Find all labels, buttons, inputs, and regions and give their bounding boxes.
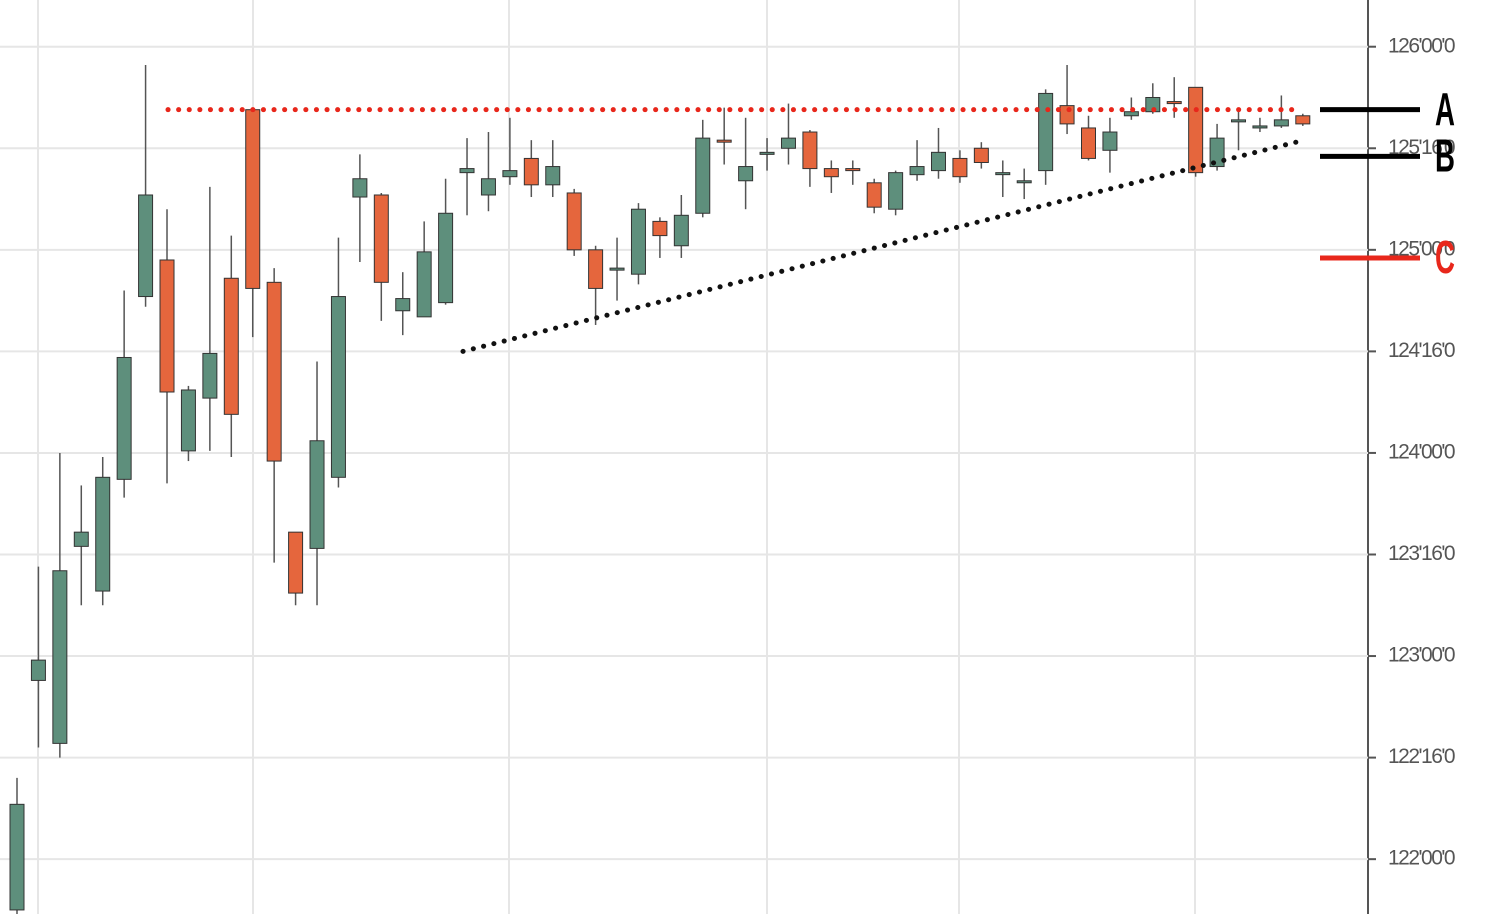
candle-body	[245, 109, 261, 289]
candle-body	[1081, 127, 1096, 159]
candle-body	[909, 166, 925, 176]
candle-body	[802, 131, 818, 170]
candle-body	[480, 178, 496, 196]
candle-body	[588, 249, 604, 289]
y-tick-label: 124'16'0	[1388, 339, 1455, 362]
candle-body	[1038, 92, 1054, 172]
candle-body	[309, 440, 325, 549]
candle-body	[888, 172, 904, 210]
candle-body	[673, 214, 689, 247]
y-tick-label: 123'00'0	[1388, 644, 1455, 667]
y-tick-label: 124'00'0	[1388, 440, 1455, 463]
candle-body	[930, 151, 946, 172]
y-tick-label: 125'16'0	[1388, 136, 1455, 159]
y-tick-label: 126'00'0	[1388, 34, 1455, 57]
candle-body	[545, 166, 561, 186]
candle-body	[866, 182, 882, 208]
candle-body	[9, 803, 25, 911]
y-tick-label: 125'00'0	[1388, 237, 1455, 260]
vertical-grid	[37, 0, 1196, 914]
candle-body	[1102, 131, 1118, 151]
candle-body	[459, 168, 475, 174]
candle-body	[159, 259, 175, 393]
candle-body	[652, 220, 668, 237]
candle-body	[952, 157, 968, 178]
candle-body	[95, 476, 111, 592]
candle-body	[138, 194, 154, 298]
candle-body	[780, 137, 796, 149]
candle-body	[1295, 115, 1311, 125]
candle-body	[52, 570, 68, 744]
candle-body	[523, 157, 539, 186]
candle-body	[416, 251, 432, 318]
trendline	[460, 139, 1299, 354]
candle-body	[1273, 119, 1289, 127]
candle-body	[288, 531, 304, 594]
candle-body	[266, 281, 282, 462]
candle-body	[1231, 119, 1247, 123]
level-label: A	[1435, 85, 1455, 136]
candle-body	[1188, 86, 1204, 174]
candle-body	[438, 212, 454, 304]
candle-body	[1209, 137, 1225, 168]
candle-body	[502, 170, 518, 178]
candle-body	[1166, 101, 1182, 105]
candle-body	[116, 356, 132, 480]
candle-body	[180, 389, 196, 452]
candle-body	[202, 352, 218, 399]
candle-body	[223, 277, 239, 415]
candle-body	[695, 137, 711, 214]
candle-body	[395, 298, 411, 312]
y-tick-label: 123'16'0	[1388, 542, 1455, 565]
candle-body	[1252, 125, 1268, 129]
candle-body	[759, 151, 775, 155]
candle-body	[973, 147, 989, 163]
level-label: B	[1435, 132, 1455, 183]
candle-body	[30, 659, 46, 681]
candle-body	[373, 194, 389, 283]
candle-body	[738, 166, 754, 182]
level-label: C	[1435, 233, 1455, 284]
candle-body	[995, 172, 1011, 176]
candle-body	[352, 178, 368, 198]
candle-body	[1123, 111, 1139, 117]
candle-body	[823, 168, 839, 178]
candle-body	[845, 168, 861, 172]
candle-body	[1016, 180, 1032, 184]
candle-body	[73, 531, 89, 547]
y-tick-label: 122'16'0	[1388, 745, 1455, 768]
y-tick-label: 122'00'0	[1388, 847, 1455, 870]
candle-body	[609, 267, 625, 271]
candle-body	[630, 208, 646, 275]
candle-body	[566, 192, 582, 251]
candle-body	[716, 139, 732, 143]
candle-body	[330, 296, 346, 478]
